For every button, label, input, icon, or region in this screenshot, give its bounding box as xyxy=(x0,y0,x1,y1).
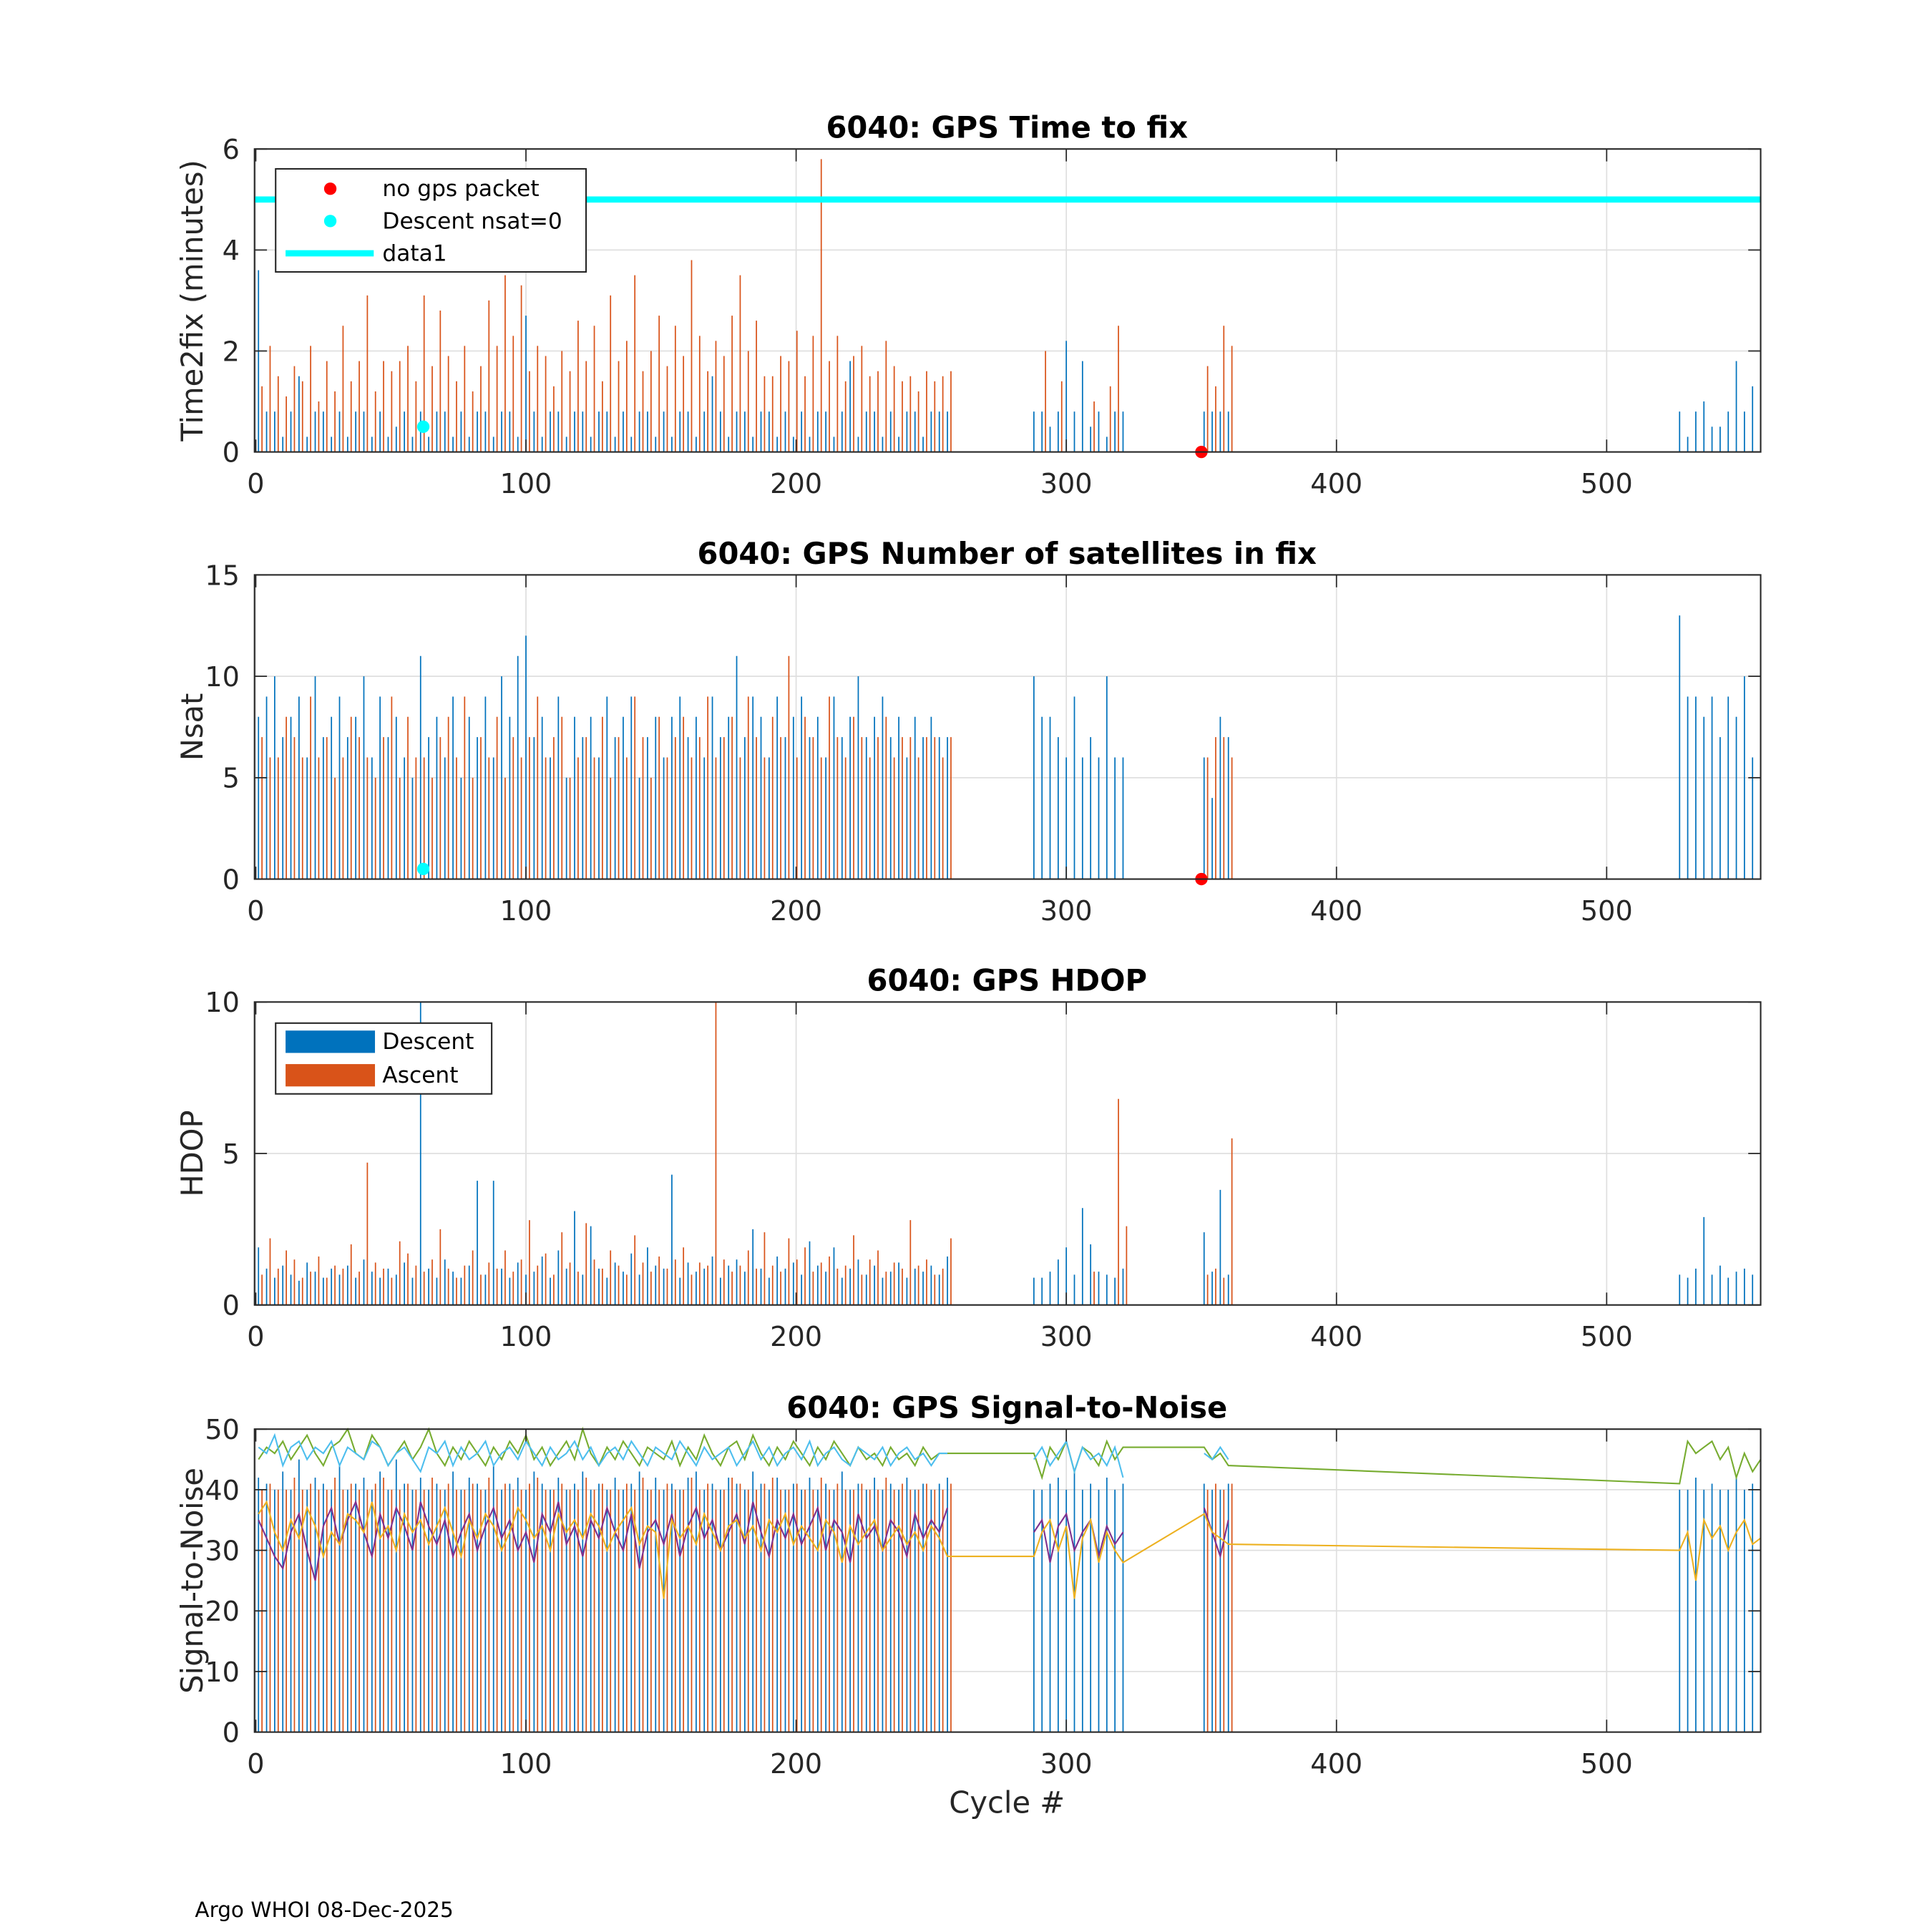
panel-1: 0 100 200 300 400 500 0 2 4 6 6040: GPS Time to fi… xyxy=(175,110,1762,500)
x-tick-label: 100 xyxy=(500,896,552,927)
x-tick-label: 400 xyxy=(1310,469,1362,500)
x-tick-label: 500 xyxy=(1581,1749,1633,1780)
y-axis-label: Signal-to-Noise xyxy=(175,1468,210,1694)
x-tick-label: 0 xyxy=(247,469,264,500)
legend-entry: Ascent xyxy=(382,1063,458,1088)
x-axis-label: Cycle # xyxy=(949,1785,1065,1820)
x-tick-label: 300 xyxy=(1040,1322,1093,1353)
descent-nsat0-marker xyxy=(416,420,430,434)
legend-cyan-dot-icon xyxy=(323,215,337,228)
x-tick-label: 0 xyxy=(247,1749,264,1780)
legend-entry: data1 xyxy=(382,240,447,266)
x-tick-label: 200 xyxy=(770,896,822,927)
panel-title: 6040: GPS Signal-to-Noise xyxy=(786,1390,1227,1425)
legend-entry: no gps packet xyxy=(382,176,539,202)
y-tick-label: 4 xyxy=(223,235,240,267)
y-tick-label: 10 xyxy=(205,662,240,693)
y-tick-label: 0 xyxy=(223,438,240,469)
x-tick-label: 100 xyxy=(500,469,552,500)
x-tick-label: 200 xyxy=(770,1749,822,1780)
x-tick-label: 500 xyxy=(1581,469,1633,500)
y-tick-label: 0 xyxy=(223,1291,240,1322)
y-tick-label: 5 xyxy=(223,1139,240,1171)
descent-nsat0-marker xyxy=(416,862,430,876)
x-tick-label: 500 xyxy=(1581,1322,1633,1353)
x-tick-label: 500 xyxy=(1581,896,1633,927)
y-axis-label: Time2fix (minutes) xyxy=(175,160,210,441)
x-tick-label: 300 xyxy=(1040,469,1093,500)
panel-2: 0 100 200 300 400 500 0 5 10 15 6040: GPS Number o… xyxy=(175,536,1762,927)
x-tick-label: 300 xyxy=(1040,896,1093,927)
y-axis-label: HDOP xyxy=(175,1110,210,1196)
x-tick-label: 100 xyxy=(500,1322,552,1353)
snr3-line xyxy=(258,1499,1229,1581)
x-tick-label: 400 xyxy=(1310,896,1362,927)
panel-title: 6040: GPS Number of satellites in fix xyxy=(698,536,1317,571)
y-tick-label: 10 xyxy=(205,1657,240,1689)
panel-4: 0 100 200 300 400 500 0 10 20 30 40 50 6040: GPS Sig… xyxy=(175,1390,1762,1780)
y-axis-label: Nsat xyxy=(175,693,210,761)
y-tick-label: 20 xyxy=(205,1596,240,1628)
panel-title: 6040: GPS Time to fix xyxy=(826,110,1188,145)
panel-title: 6040: GPS HDOP xyxy=(867,963,1147,998)
y-tick-label: 5 xyxy=(223,763,240,795)
legend-ascent-swatch-icon xyxy=(286,1064,376,1087)
snr2-line xyxy=(258,1433,1229,1478)
axes-box xyxy=(253,574,1762,880)
y-tick-label: 0 xyxy=(223,1718,240,1750)
y-tick-label: 15 xyxy=(205,560,240,592)
x-tick-label: 200 xyxy=(770,1322,822,1353)
legend: no gps packet Descent nsat=0 data1 xyxy=(275,167,587,273)
x-tick-label: 400 xyxy=(1310,1749,1362,1780)
y-tick-label: 30 xyxy=(205,1536,240,1567)
x-tick-label: 0 xyxy=(247,896,264,927)
y-tick-label: 40 xyxy=(205,1475,240,1507)
footer-credit: Argo WHOI 08-Dec-2025 xyxy=(195,1898,453,1922)
axes-box xyxy=(253,148,1762,453)
y-tick-label: 6 xyxy=(223,135,240,166)
legend-entry: Descent xyxy=(382,1029,474,1055)
snr4-line xyxy=(258,1500,1762,1599)
y-tick-label: 2 xyxy=(223,336,240,368)
legend-descent-swatch-icon xyxy=(286,1030,376,1053)
panel-3: 0 100 200 300 400 500 0 5 10 6040: GPS HDOP HDOP De… xyxy=(175,963,1762,1353)
x-tick-label: 0 xyxy=(247,1322,264,1353)
y-tick-label: 0 xyxy=(223,864,240,896)
y-tick-label: 50 xyxy=(205,1415,240,1446)
axes-box xyxy=(253,1428,1762,1733)
x-tick-label: 300 xyxy=(1040,1749,1093,1780)
x-tick-label: 200 xyxy=(770,469,822,500)
legend-entry: Descent nsat=0 xyxy=(382,208,562,234)
y-tick-label: 10 xyxy=(205,987,240,1019)
legend-red-dot-icon xyxy=(323,182,337,195)
x-tick-label: 100 xyxy=(500,1749,552,1780)
legend: Descent Ascent xyxy=(275,1022,493,1095)
x-tick-label: 400 xyxy=(1310,1322,1362,1353)
